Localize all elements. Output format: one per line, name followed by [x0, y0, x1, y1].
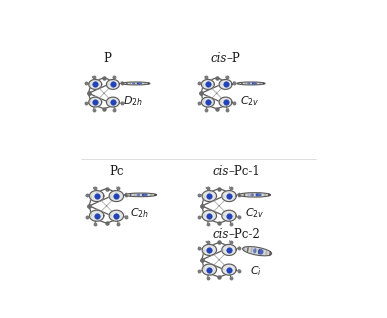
Ellipse shape [132, 82, 135, 84]
Text: $D_{2h}$: $D_{2h}$ [123, 94, 144, 108]
Text: $C_{2v}$: $C_{2v}$ [240, 94, 259, 108]
Polygon shape [109, 210, 123, 221]
Ellipse shape [250, 193, 254, 196]
Polygon shape [89, 97, 102, 107]
Ellipse shape [254, 248, 256, 253]
Text: $C_{2h}$: $C_{2h}$ [130, 206, 149, 220]
Ellipse shape [125, 193, 157, 197]
Ellipse shape [247, 247, 249, 252]
Polygon shape [202, 210, 216, 221]
Text: –P: –P [226, 52, 240, 65]
Ellipse shape [252, 82, 253, 85]
Polygon shape [219, 97, 232, 107]
Ellipse shape [253, 248, 257, 253]
Ellipse shape [122, 82, 124, 85]
Ellipse shape [259, 82, 261, 85]
Ellipse shape [240, 193, 241, 197]
Ellipse shape [130, 194, 132, 196]
Polygon shape [89, 80, 102, 89]
Polygon shape [222, 245, 236, 255]
Ellipse shape [258, 249, 260, 254]
Polygon shape [201, 97, 214, 107]
Polygon shape [219, 80, 232, 89]
Ellipse shape [142, 194, 144, 196]
Ellipse shape [262, 249, 264, 255]
Ellipse shape [142, 193, 147, 196]
Ellipse shape [247, 82, 250, 84]
Ellipse shape [144, 82, 146, 85]
Ellipse shape [243, 246, 245, 252]
Polygon shape [202, 245, 216, 255]
Ellipse shape [248, 193, 250, 197]
Ellipse shape [148, 82, 149, 85]
Ellipse shape [252, 193, 253, 197]
Ellipse shape [137, 82, 139, 85]
Ellipse shape [252, 82, 257, 85]
Ellipse shape [238, 82, 239, 85]
Ellipse shape [130, 82, 131, 85]
Ellipse shape [265, 250, 267, 256]
Text: P: P [104, 52, 112, 65]
Polygon shape [202, 264, 216, 275]
Text: $C_{i}$: $C_{i}$ [250, 265, 262, 279]
Polygon shape [222, 190, 236, 202]
Ellipse shape [263, 82, 264, 85]
Polygon shape [89, 210, 104, 221]
Polygon shape [202, 190, 216, 202]
Ellipse shape [126, 82, 128, 85]
Polygon shape [109, 190, 123, 202]
Ellipse shape [138, 194, 140, 196]
Ellipse shape [269, 251, 271, 256]
Ellipse shape [255, 193, 261, 197]
Ellipse shape [260, 193, 262, 197]
Ellipse shape [125, 194, 127, 196]
Ellipse shape [150, 194, 152, 196]
Text: –Pc-1: –Pc-1 [229, 165, 261, 178]
Ellipse shape [248, 82, 250, 85]
Text: –Pc-2: –Pc-2 [229, 228, 261, 241]
Ellipse shape [154, 194, 156, 196]
Ellipse shape [256, 193, 258, 197]
Ellipse shape [133, 82, 135, 85]
Polygon shape [106, 97, 119, 107]
Polygon shape [222, 264, 236, 275]
Polygon shape [106, 80, 119, 89]
Ellipse shape [264, 193, 266, 197]
Ellipse shape [239, 193, 271, 197]
Ellipse shape [146, 194, 148, 196]
Ellipse shape [241, 82, 243, 85]
Ellipse shape [140, 82, 142, 85]
Ellipse shape [245, 82, 247, 85]
Polygon shape [222, 210, 236, 221]
Ellipse shape [134, 194, 135, 196]
Ellipse shape [255, 82, 257, 85]
Polygon shape [89, 190, 104, 202]
Ellipse shape [243, 193, 245, 197]
Text: cis: cis [212, 165, 229, 178]
Ellipse shape [243, 246, 272, 256]
Polygon shape [201, 80, 214, 89]
Ellipse shape [250, 247, 252, 253]
Ellipse shape [258, 249, 263, 255]
Text: cis: cis [210, 52, 226, 65]
Ellipse shape [237, 82, 265, 85]
Text: $C_{2v}$: $C_{2v}$ [245, 206, 264, 220]
Ellipse shape [268, 193, 270, 197]
Ellipse shape [136, 194, 140, 196]
Text: cis: cis [212, 228, 229, 241]
Ellipse shape [122, 82, 150, 85]
Ellipse shape [137, 82, 142, 85]
Text: Pc: Pc [109, 165, 123, 178]
